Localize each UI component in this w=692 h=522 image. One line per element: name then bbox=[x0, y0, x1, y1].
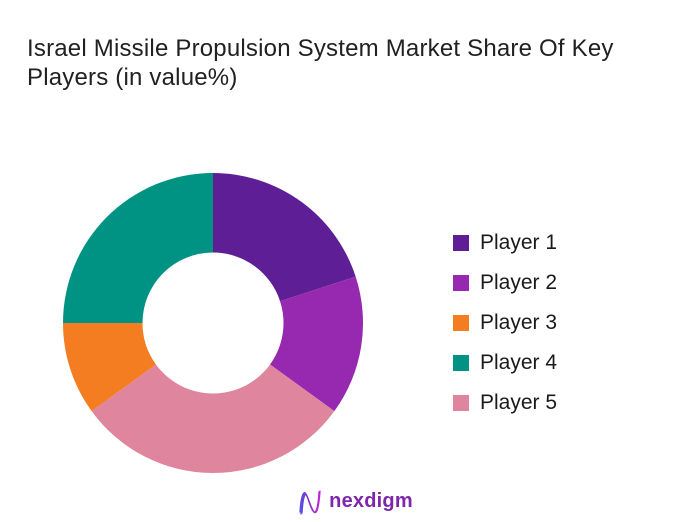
donut-slice-player-2 bbox=[270, 276, 363, 412]
legend-swatch-player-4 bbox=[453, 355, 469, 371]
legend-item-player-4: Player 4 bbox=[453, 351, 557, 375]
donut-slice-player-1 bbox=[213, 173, 356, 302]
donut-slice-player-3 bbox=[63, 323, 156, 412]
legend-label-player-3: Player 3 bbox=[480, 311, 558, 334]
donut-chart-svg bbox=[63, 173, 363, 473]
legend-item-player-1: Player 1 bbox=[453, 231, 557, 255]
footer-branding: nexdigm bbox=[9, 487, 692, 515]
legend: Player 1 Player 2 Player 3 Player 4 Play… bbox=[453, 231, 557, 431]
legend-swatch-player-2 bbox=[453, 275, 469, 291]
legend-label-player-1: Player 1 bbox=[480, 231, 558, 254]
legend-swatch-player-5 bbox=[453, 395, 469, 411]
chart-title-line-1: Israel Missile Propulsion System Market … bbox=[27, 35, 614, 62]
nexdigm-logo-icon bbox=[299, 490, 321, 515]
legend-item-player-3: Player 3 bbox=[453, 311, 557, 335]
donut-slice-player-5 bbox=[91, 364, 335, 473]
legend-item-player-2: Player 2 bbox=[453, 271, 557, 295]
donut-slice-player-4 bbox=[63, 173, 213, 323]
nexdigm-logo-text: nexdigm bbox=[329, 489, 413, 512]
legend-label-player-2: Player 2 bbox=[480, 271, 558, 294]
legend-label-player-5: Player 5 bbox=[480, 391, 558, 414]
legend-swatch-player-1 bbox=[453, 235, 469, 251]
legend-swatch-player-3 bbox=[453, 315, 469, 331]
chart-title-line-2: Players (in value%) bbox=[27, 64, 238, 91]
donut-chart bbox=[63, 173, 363, 473]
legend-label-player-4: Player 4 bbox=[480, 351, 558, 374]
chart-title: Israel Missile Propulsion System Market … bbox=[27, 34, 614, 92]
legend-item-player-5: Player 5 bbox=[453, 391, 557, 415]
